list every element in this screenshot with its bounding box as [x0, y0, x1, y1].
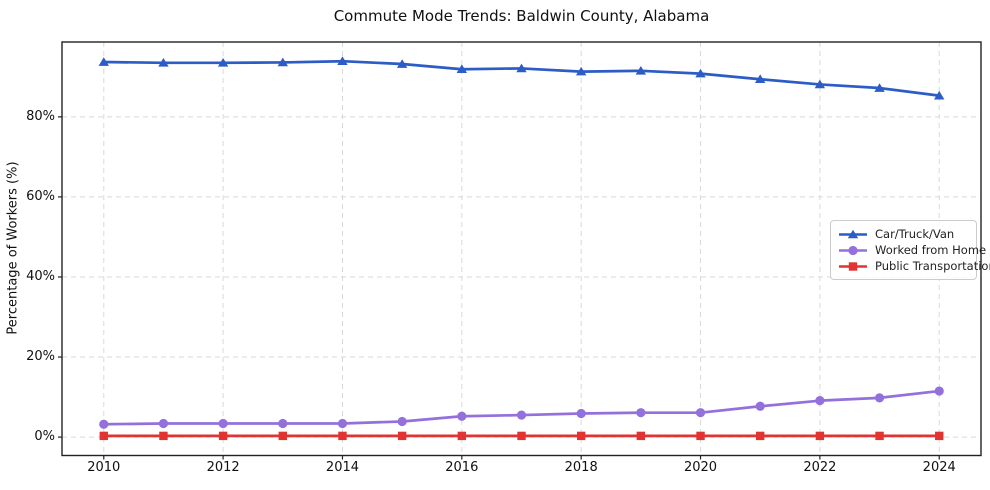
- data-point-triangle: [874, 83, 885, 92]
- legend-marker-icon: [839, 229, 867, 238]
- data-point-circle: [755, 401, 765, 411]
- data-point-triangle: [98, 57, 109, 66]
- data-point-circle: [278, 418, 288, 429]
- plot-frame: [61, 41, 982, 457]
- legend-marker-icon: [839, 261, 867, 271]
- legend-marker-icon: [839, 245, 867, 255]
- data-point-square: [848, 261, 858, 271]
- data-point-square: [636, 431, 646, 441]
- legend-label: Car/Truck/Van: [875, 227, 955, 241]
- x-tick-label: 2024: [922, 460, 956, 475]
- data-point-triangle: [516, 63, 527, 73]
- data-point-triangle: [695, 68, 706, 78]
- data-point-triangle: [635, 66, 647, 75]
- data-point-triangle: [337, 56, 348, 66]
- data-point-square: [756, 431, 765, 441]
- data-point-circle: [695, 408, 706, 418]
- x-tick-label: 2010: [87, 460, 121, 475]
- data-point-triangle: [575, 66, 587, 76]
- data-point-square: [935, 431, 944, 441]
- y-tick-label: 20%: [26, 349, 55, 365]
- data-point-circle: [158, 418, 169, 429]
- data-point-circle: [457, 411, 467, 421]
- legend: Car/Truck/Van Worked from Home Public Tran…: [830, 220, 990, 280]
- data-point-circle: [99, 419, 109, 429]
- data-point-circle: [516, 410, 527, 420]
- data-point-square: [338, 431, 347, 441]
- data-point-circle: [815, 396, 825, 406]
- data-point-triangle: [847, 229, 859, 238]
- data-point-triangle: [217, 58, 229, 67]
- data-point-triangle: [158, 58, 169, 67]
- data-point-square: [159, 431, 168, 441]
- y-tick-label: 40%: [26, 268, 55, 284]
- x-tick-label: 2014: [325, 460, 360, 475]
- data-point-circle: [874, 393, 885, 403]
- x-tick-label: 2020: [683, 460, 718, 475]
- x-tick-label: 2018: [564, 460, 598, 475]
- y-tick-label: 0%: [34, 429, 55, 445]
- data-point-square: [696, 431, 705, 441]
- data-point-triangle: [456, 64, 468, 74]
- x-tick-label: 2022: [803, 460, 837, 475]
- data-point-square: [99, 431, 108, 441]
- data-point-square: [875, 431, 884, 441]
- data-point-square: [278, 431, 287, 441]
- legend-item: Worked from Home: [838, 242, 986, 258]
- x-tick-label: 2016: [445, 460, 479, 475]
- y-tick-label: 60%: [26, 188, 55, 204]
- data-point-circle: [848, 245, 858, 255]
- data-point-circle: [337, 418, 348, 429]
- legend-label: Worked from Home: [875, 243, 987, 257]
- x-tick-label: 2012: [206, 460, 240, 475]
- y-tick-label: 80%: [26, 108, 55, 124]
- data-point-triangle: [755, 74, 766, 84]
- legend-item: Car/Truck/Van: [838, 226, 968, 242]
- data-point-circle: [397, 416, 407, 427]
- data-point-triangle: [396, 59, 408, 68]
- data-point-circle: [636, 408, 646, 418]
- legend-label: Public Transportation: [875, 259, 990, 273]
- data-point-square: [815, 431, 825, 441]
- data-point-square: [576, 431, 586, 441]
- data-point-circle: [576, 408, 586, 419]
- data-point-square: [517, 431, 526, 441]
- data-point-circle: [934, 386, 944, 396]
- data-point-circle: [218, 418, 228, 429]
- data-point-square: [397, 431, 407, 441]
- data-point-square: [457, 431, 467, 441]
- chart-title: Commute Mode Trends: Baldwin County, Ala…: [333, 7, 710, 25]
- data-point-triangle: [814, 79, 826, 89]
- data-point-triangle: [277, 57, 288, 67]
- data-point-square: [218, 431, 228, 441]
- legend-item: Public Transportation: [838, 258, 990, 274]
- data-point-triangle: [934, 90, 945, 100]
